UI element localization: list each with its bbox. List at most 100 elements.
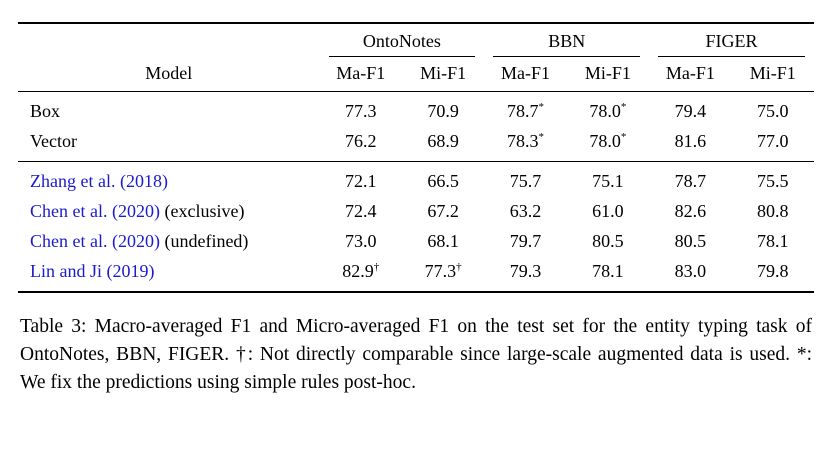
score-cell: 75.1 [567,162,649,197]
superscript-mark: * [538,101,545,113]
score-value: 79.7 [509,231,542,251]
score-value: 68.9 [427,131,459,151]
score-cell: 78.0* [566,126,650,162]
score-value: 75.7 [509,171,542,191]
score-value: 75.0 [757,101,789,121]
score-cell: 63.2 [484,196,566,226]
score-value: 79.8 [757,261,789,281]
citation-link[interactable]: Chen et al. (2020) [30,201,160,221]
score-value: 77.3 [344,101,377,121]
score-cell: 77.3† [402,256,484,292]
score-cell: 75.5 [732,162,814,197]
score-cell: 73.0 [320,226,402,256]
score-value: 78.1 [757,231,789,251]
score-cell: 78.1 [567,256,649,292]
model-name: Vector [18,126,320,162]
table-caption: Table 3: Macro-averaged F1 and Micro-ave… [20,316,812,394]
score-cell: 75.0 [732,92,814,127]
column-header-ontonotes-mi-f1: Mi-F1 [401,57,485,92]
score-value: 68.1 [427,231,459,251]
citation-link[interactable]: Zhang et al. (2018) [30,171,168,191]
group-header-figer: FIGER [649,23,814,57]
score-cell: 82.9† [320,256,402,292]
score-cell: 80.5 [567,226,649,256]
score-value: 75.5 [757,171,789,191]
column-header-figer-mi-f1: Mi-F1 [731,57,814,92]
score-value: 76.2 [344,131,377,151]
column-header-bbn-ma-f1: Ma-F1 [484,57,567,92]
score-cell: 61.0 [567,196,649,226]
score-cell: 78.0* [567,92,649,127]
score-value: 78.7 [507,101,539,121]
score-cell: 80.8 [732,196,814,226]
score-value: 73.0 [344,231,377,251]
score-cell: 79.4 [649,92,731,127]
model-name: Chen et al. (2020) (exclusive) [18,196,320,226]
model-name: Chen et al. (2020) (undefined) [18,226,320,256]
score-value: 63.2 [509,201,542,221]
column-header-model: Model [18,57,320,92]
score-cell: 77.0 [731,126,814,162]
score-value: 61.0 [592,201,624,221]
citation-link[interactable]: Chen et al. (2020) [30,231,160,251]
model-name-text: (undefined) [159,231,249,251]
score-value: 80.8 [757,201,789,221]
table-row-chen-2020-exclusive: Chen et al. (2020) (exclusive) 72.4 67.2… [18,196,814,226]
score-value: 78.3 [507,131,539,151]
superscript-mark: * [620,101,627,113]
group-header-ontonotes-label: OntoNotes [328,31,476,57]
score-cell: 80.5 [649,226,731,256]
model-name: Zhang et al. (2018) [18,162,320,197]
model-name-text: Box [30,101,61,121]
score-value: 77.0 [757,131,789,151]
score-cell: 70.9 [402,92,484,127]
table-row-box: Box 77.3 70.9 78.7* 78.0* 79.4 75.0 [18,92,814,127]
score-value: 81.6 [674,131,707,151]
score-value: 70.9 [427,101,459,121]
group-header-bbn-label: BBN [493,31,641,57]
score-value: 78.7 [674,171,707,191]
score-cell: 78.7* [484,92,566,127]
score-cell: 83.0 [649,256,731,292]
score-cell: 78.1 [732,226,814,256]
score-cell: 67.2 [402,196,484,226]
score-value: 67.2 [427,201,459,221]
group-header-bbn: BBN [484,23,649,57]
table-row-vector: Vector 76.2 68.9 78.3* 78.0* 81.6 77.0 [18,126,814,162]
score-cell: 66.5 [402,162,484,197]
score-value: 72.1 [344,171,377,191]
citation-link[interactable]: Lin and Ji (2019) [30,261,155,281]
model-name-text: Vector [30,131,77,151]
score-cell: 68.9 [401,126,485,162]
column-header-bbn-mi-f1: Mi-F1 [566,57,650,92]
model-name: Box [18,92,320,127]
column-header-figer-ma-f1: Ma-F1 [649,57,732,92]
superscript-mark: * [620,131,627,143]
score-value: 79.4 [674,101,707,121]
score-value: 79.3 [509,261,542,281]
model-name-text: (exclusive) [159,201,245,221]
score-value: 72.4 [344,201,377,221]
score-cell: 82.6 [649,196,731,226]
model-name: Lin and Ji (2019) [18,256,320,292]
score-value: 78.0 [589,101,621,121]
score-cell: 78.3* [484,126,567,162]
score-value: 75.1 [592,171,624,191]
score-value: 80.5 [592,231,624,251]
superscript-mark: * [538,131,545,143]
score-cell: 79.3 [484,256,566,292]
group-header-figer-label: FIGER [658,31,805,57]
score-cell: 79.7 [484,226,566,256]
corner-empty-cell [18,23,320,57]
score-value: 82.6 [674,201,707,221]
score-cell: 77.3 [320,92,402,127]
score-cell: 76.2 [319,126,402,162]
score-value: 83.0 [674,261,707,281]
results-table: OntoNotes BBN FIGER Model Ma-F1 Mi-F1 Ma… [18,22,814,293]
table-group-header-row: OntoNotes BBN FIGER [18,23,814,57]
score-cell: 81.6 [649,126,732,162]
table-row-lin-ji-2019: Lin and Ji (2019) 82.9† 77.3† 79.3 78.1 … [18,256,814,292]
table-row-chen-2020-undefined: Chen et al. (2020) (undefined) 73.0 68.1… [18,226,814,256]
score-value: 78.0 [589,131,621,151]
score-value: 78.1 [592,261,624,281]
